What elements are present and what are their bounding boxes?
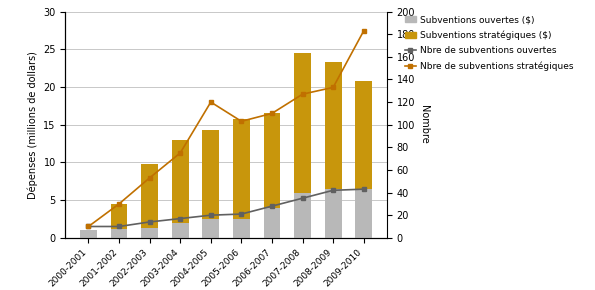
Bar [325, 189, 342, 238]
Bar [172, 140, 189, 238]
Nbre de subventions stratégiques [268, 112, 275, 115]
Bar [141, 164, 158, 238]
Bar [264, 113, 280, 238]
Nbre de subventions ouvertes [268, 204, 275, 208]
Nbre de subventions ouvertes [146, 220, 153, 224]
Nbre de subventions stratégiques [177, 151, 184, 155]
Bar [202, 130, 219, 238]
Nbre de subventions ouvertes [299, 197, 306, 200]
Bar [202, 219, 219, 238]
Nbre de subventions stratégiques [85, 225, 92, 228]
Nbre de subventions stratégiques [299, 93, 306, 96]
Nbre de subventions ouvertes [207, 213, 214, 217]
Nbre de subventions ouvertes [115, 225, 123, 228]
Bar [355, 189, 372, 238]
Bar [233, 219, 250, 238]
Nbre de subventions ouvertes [85, 225, 92, 228]
Nbre de subventions ouvertes [330, 188, 337, 192]
Bar [294, 53, 311, 238]
Bar [141, 228, 158, 238]
Bar [80, 230, 97, 238]
Bar [80, 230, 97, 238]
Bar [111, 204, 127, 238]
Nbre de subventions stratégiques [146, 176, 153, 180]
Bar [325, 62, 342, 238]
Y-axis label: Dépenses (millions de dollars): Dépenses (millions de dollars) [27, 51, 37, 199]
Line: Nbre de subventions stratégiques: Nbre de subventions stratégiques [86, 28, 366, 229]
Nbre de subventions stratégiques [207, 100, 214, 104]
Nbre de subventions ouvertes [238, 212, 245, 216]
Bar [294, 193, 311, 238]
Nbre de subventions stratégiques [238, 119, 245, 123]
Legend: Subventions ouvertes ($), Subventions stratégiques ($), Nbre de subventions ouve: Subventions ouvertes ($), Subventions st… [403, 13, 575, 73]
Nbre de subventions ouvertes [360, 187, 367, 191]
Nbre de subventions stratégiques [330, 86, 337, 89]
Bar [233, 119, 250, 238]
Line: Nbre de subventions ouvertes: Nbre de subventions ouvertes [86, 187, 366, 229]
Nbre de subventions stratégiques [360, 29, 367, 32]
Bar [172, 223, 189, 238]
Y-axis label: Nombre: Nombre [419, 105, 429, 144]
Bar [111, 229, 127, 238]
Bar [264, 208, 280, 238]
Nbre de subventions stratégiques [115, 202, 123, 206]
Bar [355, 81, 372, 238]
Nbre de subventions ouvertes [177, 217, 184, 220]
